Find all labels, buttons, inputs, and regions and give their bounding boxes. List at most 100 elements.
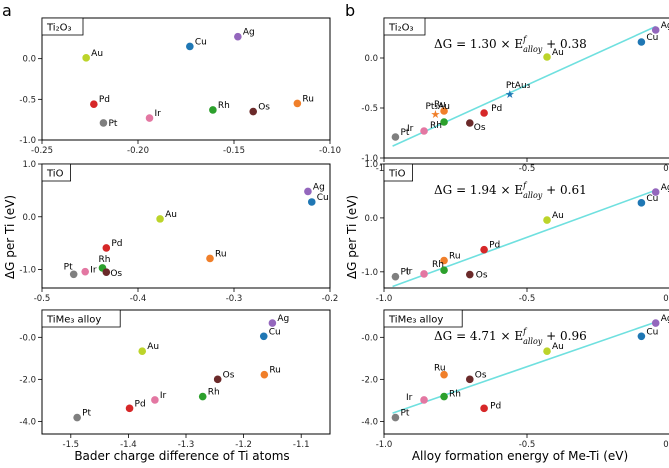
point-label-cu: Cu	[269, 327, 281, 337]
point-label-ru: Ru	[302, 94, 314, 104]
data-point-os	[102, 268, 111, 276]
data-point-os	[466, 375, 474, 384]
data-point-pt	[391, 272, 400, 281]
point-label-cu: Cu	[646, 194, 658, 204]
panel-a3: -1.5 -1.4 -1.3 -1.2 -1.1 -4.0 -2.0 -0.0 Ag Cu Au Os…	[19, 309, 331, 450]
point-label-cu: Cu	[195, 37, 207, 47]
y-tick-label: 0.0	[22, 55, 36, 65]
data-point-cu	[637, 332, 646, 341]
data-point-ru	[440, 370, 448, 379]
data-point-ru	[440, 256, 448, 265]
data-point-ir	[420, 127, 428, 135]
x-tick-label: -0.15	[223, 146, 245, 156]
point-label-ag: Ag	[313, 182, 325, 192]
fit-equation: ΔG = 1.94 × Ef alloy + 0.61	[434, 181, 587, 200]
point-label-cu: Cu	[646, 33, 658, 43]
point-label-ir: Ir	[160, 391, 167, 401]
panel-title: Ti₂O₃	[46, 23, 71, 34]
point-label-au: Au	[552, 342, 564, 352]
y-tick-label: -0.5	[361, 104, 378, 114]
y-tick-label: -2.0	[19, 375, 36, 385]
left-x-axis-label: Bader charge difference of Ti atoms	[74, 449, 289, 463]
data-point-ag	[651, 188, 660, 196]
data-point-rh	[440, 118, 448, 126]
point-label-au: Au	[91, 49, 103, 59]
point-label-ir: Ir	[407, 124, 414, 134]
y-tick-label: -1.0	[19, 136, 36, 146]
x-tick-label: -1.0	[376, 294, 393, 304]
x-tick-label: -1.5	[63, 440, 80, 450]
data-point-ir	[145, 114, 154, 122]
point-label-ru: Ru	[449, 252, 461, 262]
y-tick-label: -4.0	[19, 417, 36, 427]
axes-frame	[41, 163, 331, 289]
fit-line	[392, 321, 656, 414]
x-tick-label: 0.0	[663, 164, 669, 174]
point-label-ru: Ru	[434, 364, 446, 374]
point-label-ag: Ag	[661, 314, 669, 324]
data-point-rh	[209, 106, 217, 114]
y-tick-label: 1.0	[22, 160, 36, 170]
point-label-os: Os	[474, 123, 486, 133]
data-point-pd	[480, 404, 488, 413]
x-tick-label: -0.10	[319, 146, 341, 156]
panel-title-box	[383, 163, 414, 182]
data-point-pd	[125, 404, 134, 413]
data-point-cu	[259, 332, 268, 341]
data-point-os	[466, 119, 474, 127]
data-point-pd	[102, 244, 111, 252]
y-tick-label: 0.0	[364, 54, 378, 64]
point-label-ag: Ag	[661, 183, 669, 193]
data-point-au	[543, 216, 551, 224]
point-label-pt: Pt	[400, 268, 409, 278]
y-tick-label: -1.0	[19, 266, 36, 276]
fit-equation: ΔG = 1.30 × Ef alloy + 0.38	[434, 35, 587, 54]
point-label-pt: Pt	[400, 128, 409, 138]
data-point-cu	[307, 198, 316, 206]
data-point-pd	[480, 245, 488, 254]
data-point-au	[82, 54, 90, 62]
panel-title: TiO	[46, 169, 64, 180]
axes-frame	[383, 309, 669, 435]
y-tick-label: -0.0	[361, 333, 378, 343]
point-label-rh: Rh	[430, 121, 442, 131]
x-tick-label: -1.3	[178, 440, 195, 450]
data-point-pt	[99, 119, 108, 127]
data-point-os	[466, 270, 474, 279]
point-label-os: Os	[475, 370, 487, 380]
x-tick-label: 0.0	[663, 294, 669, 304]
point-label-ir: Ir	[406, 393, 413, 403]
y-tick-label: -1.0	[361, 154, 378, 164]
data-point-au	[543, 347, 551, 355]
point-label-au: Au	[552, 211, 564, 221]
panel-title-box	[383, 17, 426, 36]
data-point-ir	[420, 396, 428, 404]
data-point-pt	[391, 133, 400, 141]
left-y-axis-label: ΔG per Ti (eV)	[3, 195, 17, 279]
point-label-pt: Pt	[108, 119, 117, 129]
data-point-pt	[69, 270, 78, 279]
star-point: ★	[431, 108, 441, 121]
x-tick-label: -0.5	[34, 294, 51, 304]
point-label-os: Os	[476, 271, 488, 281]
point-label-au: Au	[165, 210, 177, 220]
panel-title-box	[41, 163, 72, 182]
point-label-ag: Ag	[661, 21, 669, 31]
fit-equation: ΔG = 4.71 × Ef alloy + 0.96	[434, 327, 587, 346]
data-point-ru	[440, 107, 448, 115]
point-label-au: Au	[147, 342, 159, 352]
x-tick-label: -1.1	[293, 440, 310, 450]
point-label-ru: Ru	[215, 249, 227, 259]
panel-title-box	[41, 309, 121, 328]
panel-title-box	[41, 17, 84, 36]
x-tick-label: -1.0	[376, 440, 393, 450]
right-y-axis-label: ΔG per Ti (eV)	[345, 195, 359, 279]
data-point-ag	[234, 32, 242, 41]
y-tick-label: 0.0	[364, 214, 378, 224]
data-point-os	[249, 107, 257, 116]
x-tick-label: -0.5	[519, 294, 536, 304]
x-tick-label: -0.2	[322, 294, 339, 304]
data-point-ru	[293, 99, 302, 108]
